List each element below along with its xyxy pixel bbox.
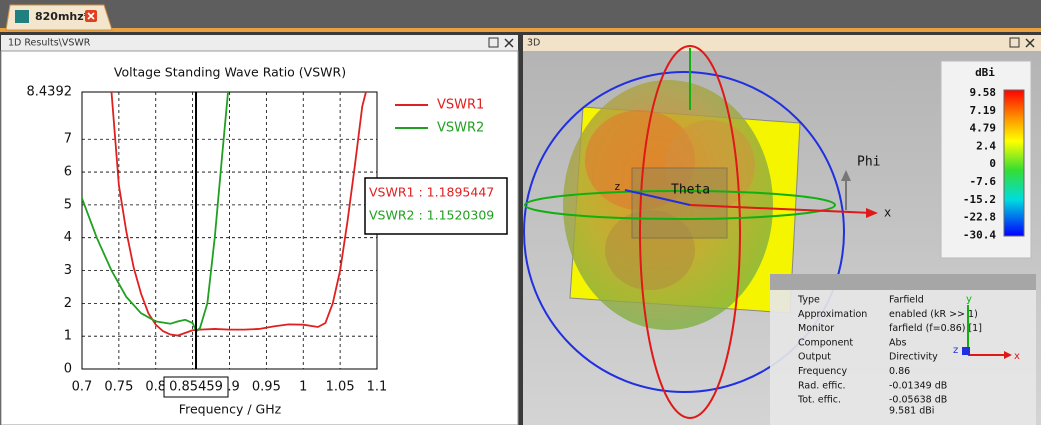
info-value: 0.86 xyxy=(889,366,910,377)
close-button[interactable] xyxy=(504,38,514,48)
axis-label: z xyxy=(953,345,958,356)
info-key: Monitor xyxy=(798,323,834,334)
maximize-button[interactable] xyxy=(1009,37,1020,48)
axis-label: Phi xyxy=(857,155,880,170)
colorbar-label: 7.19 xyxy=(970,104,997,117)
info-value: enabled (kR >> 1) xyxy=(889,309,978,320)
small-x-arrow xyxy=(1004,351,1012,359)
colorbar-label: -7.6 xyxy=(970,175,997,188)
info-key: Tot. effic. xyxy=(797,395,841,406)
x-tick-label: 0.8 xyxy=(145,380,166,395)
info-panel xyxy=(770,290,1036,425)
x-arrow xyxy=(866,208,878,218)
phi-circle xyxy=(523,71,845,393)
x-axis-label: Frequency / GHz xyxy=(179,402,282,417)
z-axis xyxy=(624,189,691,206)
info-value: -0.05638 dB xyxy=(889,395,947,406)
colorbar-label: -15.2 xyxy=(963,193,996,206)
axis-label: z xyxy=(614,180,621,193)
axis-label: x xyxy=(1014,351,1020,362)
y-tick-label: 8.4392 xyxy=(27,85,73,100)
readout: VSWR1 : 1.1895447 xyxy=(369,185,494,200)
info-value: farfield (f=0.86) [1] xyxy=(889,323,982,334)
marker-label-box xyxy=(163,376,229,398)
x-axis xyxy=(689,204,873,214)
colorbar-label: 4.79 xyxy=(970,122,997,135)
readout: VSWR2 : 1.1520309 xyxy=(369,208,494,223)
x-tick-label: 0.75 xyxy=(104,380,133,395)
tab-bar xyxy=(0,0,1041,32)
tab-close-x xyxy=(87,12,95,20)
horizon-circle xyxy=(524,190,836,220)
tab-icon xyxy=(15,10,29,23)
x-tick-label: 0.95 xyxy=(252,380,281,395)
theta-circle xyxy=(639,45,741,419)
phi-arrow xyxy=(841,170,851,181)
colorbar-label: 2.4 xyxy=(976,139,996,152)
plot-panel xyxy=(0,50,519,425)
info-value: Directivity xyxy=(889,352,938,363)
y-tick-label: 5 xyxy=(64,197,72,212)
legend-label: VSWR2 xyxy=(437,121,484,136)
colorbar-unit: dBi xyxy=(975,66,995,79)
info-value: Abs xyxy=(889,337,907,348)
info-value: 9.581 dBi xyxy=(889,406,934,417)
readout-box xyxy=(364,177,508,235)
colorbar xyxy=(1003,89,1025,237)
info-key: Approximation xyxy=(798,309,867,320)
left-title: 1D Results\VSWR xyxy=(8,38,91,49)
right-titlebar xyxy=(523,35,1041,51)
info-header xyxy=(770,274,1036,290)
left-titlebar xyxy=(1,35,518,51)
tab-underline xyxy=(0,28,1041,32)
marker-label: 0.85459 xyxy=(169,380,223,395)
y-tick-label: 3 xyxy=(64,263,72,278)
axis-label: x xyxy=(884,206,891,220)
close-button[interactable] xyxy=(1025,38,1035,48)
tab-label[interactable]: 820mhz* xyxy=(35,10,90,23)
series-line xyxy=(110,92,367,337)
info-value: Farfield xyxy=(889,295,924,306)
y-tick-label: 2 xyxy=(64,296,72,311)
x-tick-label: 1 xyxy=(299,380,307,395)
colorbar-label: 9.58 xyxy=(970,86,997,99)
axis-label: Theta xyxy=(671,183,710,198)
series-line xyxy=(82,92,229,333)
small-z-axis xyxy=(962,347,970,355)
x-tick-label: 1.1 xyxy=(367,380,388,395)
info-value: -0.01349 dB xyxy=(889,380,947,391)
maximize-button[interactable] xyxy=(488,37,499,48)
right-title: 3D xyxy=(527,38,540,49)
y-tick-label: 1 xyxy=(64,329,72,344)
info-key: Component xyxy=(798,337,853,348)
x-tick-label: 0.7 xyxy=(72,380,93,395)
info-key: Output xyxy=(798,352,831,363)
colorbar-label: 0 xyxy=(989,157,996,170)
info-key: Type xyxy=(797,295,820,306)
colorbar-label: -22.8 xyxy=(963,211,996,224)
legend-label: VSWR1 xyxy=(437,98,484,113)
info-key: Rad. effic. xyxy=(798,380,846,391)
colorbar-label: -30.4 xyxy=(963,228,996,241)
chart-title: Voltage Standing Wave Ratio (VSWR) xyxy=(114,65,346,80)
y-tick-label: 4 xyxy=(64,230,72,245)
axis-label: y xyxy=(966,294,972,305)
y-tick-label: 6 xyxy=(64,165,72,180)
x-tick-label: 1.05 xyxy=(326,380,355,395)
y-tick-label: 0 xyxy=(64,362,72,377)
y-tick-label: 7 xyxy=(64,132,72,147)
info-key: Frequency xyxy=(798,366,847,377)
